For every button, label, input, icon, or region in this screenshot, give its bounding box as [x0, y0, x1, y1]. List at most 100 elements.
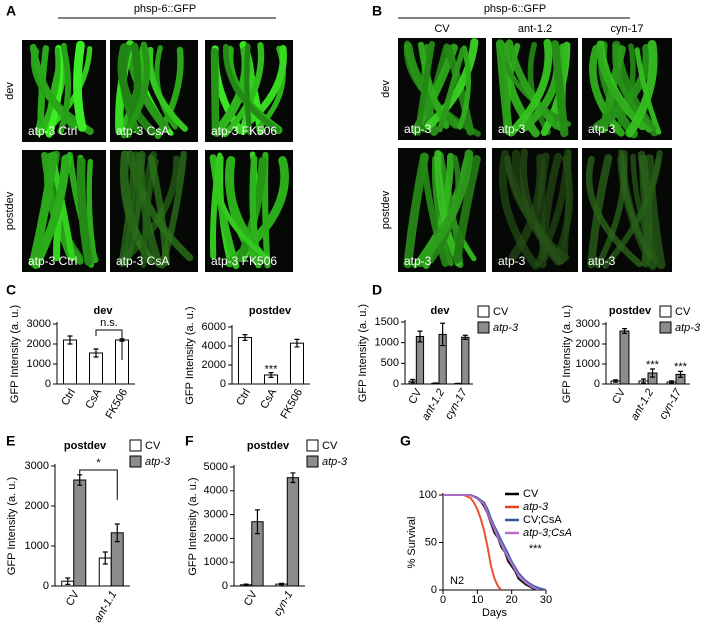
bar: [620, 331, 629, 384]
y-tick-label: 0: [222, 580, 228, 592]
annotation: n.s.: [100, 317, 118, 329]
panel-label: D: [372, 282, 382, 298]
image-caption: atp-3 Ctrl: [28, 254, 77, 268]
y-tick-label: 3000: [25, 460, 49, 472]
x-tick-label: 10: [471, 594, 483, 606]
x-tick-label: 20: [506, 594, 518, 606]
column-label: cyn-17: [610, 23, 643, 35]
error-bar: [433, 383, 438, 384]
x-tick-label: Ctrl: [234, 387, 253, 408]
x-tick-label: cyn-17: [657, 386, 684, 421]
column-label: ant-1.2: [518, 23, 552, 35]
x-tick-label: cyn-1: [272, 589, 296, 618]
legend-swatch: [307, 440, 318, 451]
bar: [74, 480, 86, 586]
legend-label: atp-3: [145, 456, 171, 468]
y-tick-label: 2000: [576, 338, 600, 350]
chart-title: postdev: [247, 440, 290, 452]
legend-label: CV: [322, 440, 338, 452]
legend-label: atp-3: [493, 322, 519, 334]
legend-label: atp-3: [675, 322, 701, 334]
y-tick-label: 50: [425, 536, 437, 548]
x-tick-label: cyn-17: [443, 386, 470, 421]
y-tick-label: 3000: [27, 318, 51, 330]
y-tick-label: 1000: [27, 358, 51, 370]
x-tick-label: FK506: [279, 387, 306, 421]
annotation: ***: [529, 543, 543, 555]
image-caption: atp-3 CsA: [116, 124, 169, 138]
legend-swatch: [660, 322, 671, 333]
row-label: postdev: [380, 190, 392, 229]
bar: [64, 340, 77, 384]
bar: [287, 478, 298, 586]
x-tick-label: ant-1.2: [629, 387, 657, 423]
y-tick-label: 1500: [375, 316, 399, 328]
image-caption: atp-3: [404, 254, 432, 268]
chart-title: postdev: [609, 305, 652, 317]
annotation: *: [96, 457, 101, 469]
row-label: dev: [380, 80, 392, 98]
chart-title: dev: [431, 305, 451, 317]
chart-title: dev: [94, 305, 114, 317]
annotation: N2: [450, 575, 464, 587]
image-caption: atp-3 FK506: [211, 124, 277, 138]
y-tick-label: 6000: [202, 321, 226, 333]
x-tick-label: CV: [242, 588, 260, 608]
panel-label: G: [400, 433, 411, 449]
legend-label: atp-3;CsA: [523, 527, 572, 539]
x-tick-label: 0: [440, 594, 446, 606]
x-tick-label: 30: [540, 594, 552, 606]
image-caption: atp-3 FK506: [211, 254, 277, 268]
y-tick-label: 4000: [202, 340, 226, 352]
y-axis-label: GFP Intensity (a. u.): [6, 477, 18, 575]
image-caption: atp-3: [404, 122, 432, 136]
y-tick-label: 0: [45, 378, 51, 390]
chart-title: postdev: [249, 305, 292, 317]
image-caption: atp-3: [498, 254, 526, 268]
y-tick-label: 1000: [576, 358, 600, 370]
legend-label: CV: [145, 440, 161, 452]
image-caption: atp-3 CsA: [116, 254, 169, 268]
x-tick-label: CV: [406, 386, 424, 406]
row-label: postdev: [4, 191, 16, 230]
row-label: dev: [4, 82, 16, 100]
legend-label: atp-3: [523, 501, 549, 513]
annotation: ***: [674, 361, 688, 373]
y-tick-label: 3000: [204, 509, 228, 521]
annotation: ***: [646, 359, 660, 371]
legend-swatch: [478, 306, 489, 317]
y-tick-label: 0: [220, 378, 226, 390]
image-caption: atp-3 Ctrl: [28, 124, 77, 138]
x-tick-label: FK506: [104, 387, 131, 421]
panel-label: F: [185, 433, 194, 449]
worm: [77, 45, 82, 127]
panel-title: phsp-6::GFP: [134, 3, 196, 15]
y-tick-label: 0: [43, 580, 49, 592]
y-tick-label: 2000: [204, 532, 228, 544]
legend-swatch: [130, 456, 141, 467]
y-tick-label: 2000: [25, 500, 49, 512]
y-axis-label: GFP Intensity (a. u.): [187, 477, 199, 575]
x-tick-label: CV: [64, 588, 82, 608]
y-axis-label: GFP Intensity (a. u.): [357, 304, 369, 402]
x-axis-label: Days: [482, 607, 508, 619]
y-tick-label: 2000: [27, 338, 51, 350]
y-tick-label: 3000: [576, 318, 600, 330]
annotation: ***: [265, 364, 279, 376]
y-tick-label: 1000: [25, 540, 49, 552]
bar: [416, 336, 423, 384]
panel-label: C: [6, 282, 16, 298]
y-tick-label: 0: [393, 378, 399, 390]
y-tick-label: 5000: [204, 461, 228, 473]
y-tick-label: 4000: [204, 485, 228, 497]
x-tick-label: CsA: [83, 386, 104, 411]
y-tick-label: 1000: [375, 337, 399, 349]
y-axis-label: GFP Intensity (a. u.): [561, 305, 573, 403]
bar: [291, 343, 304, 384]
image-caption: atp-3: [588, 122, 616, 136]
panel-title: phsp-6::GFP: [484, 3, 546, 15]
legend-label: CV: [675, 306, 691, 318]
legend-swatch: [660, 306, 671, 317]
y-tick-label: 1000: [204, 556, 228, 568]
y-tick-label: 0: [594, 378, 600, 390]
